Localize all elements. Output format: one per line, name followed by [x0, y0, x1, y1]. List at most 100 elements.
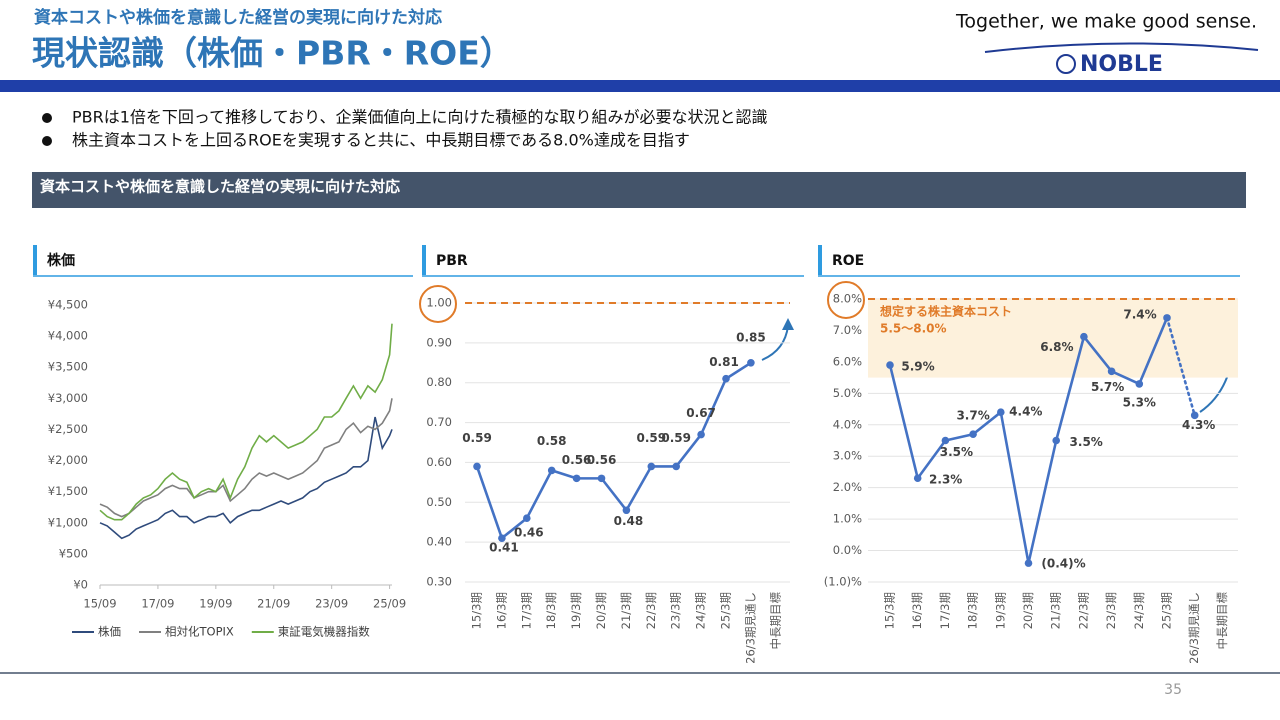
header-bar — [0, 80, 1280, 92]
y-tick-label: 0.70 — [426, 415, 452, 429]
series-segment — [888, 363, 920, 480]
y-tick-label: ¥2,500 — [48, 422, 88, 436]
point — [473, 462, 481, 471]
series-segment — [674, 433, 703, 468]
series-segment — [1027, 439, 1058, 565]
y-tick-label: 6.0% — [833, 354, 862, 368]
y-tick-label: ¥1,000 — [48, 515, 88, 529]
point — [1190, 411, 1199, 420]
series-segment — [475, 465, 504, 540]
y-tick-label: ¥4,000 — [48, 329, 88, 343]
data-label: 5.7% — [1091, 380, 1124, 394]
y-tick-label: ¥4,500 — [48, 298, 88, 312]
section-title: 資本コストや株価を意識した経営の実現に向けた対応 — [40, 178, 400, 196]
x-tick-label: 26/3期見通し — [743, 592, 757, 664]
series-segment — [944, 432, 975, 442]
data-label: 0.81 — [709, 355, 739, 369]
band — [868, 299, 1238, 378]
y-tick-label: 7.0% — [833, 323, 862, 337]
panel-title: PBR — [436, 253, 468, 269]
bullet-dot — [42, 136, 52, 146]
x-tick-label: 16/3期 — [494, 592, 508, 629]
data-label: 0.56 — [587, 453, 617, 467]
x-tick-label: 19/3期 — [993, 592, 1007, 629]
logo-tagline: Together, we make good sense. — [955, 11, 1257, 33]
series-segment — [724, 361, 753, 381]
y-tick-label: 5.0% — [833, 386, 862, 400]
point — [647, 462, 656, 471]
band-range-label: 5.5～8.0% — [880, 322, 947, 336]
x-tick-label: 20/3期 — [1021, 592, 1035, 629]
bullet: 株主資本コストを上回るROEを実現すると共に、中長期目標である8.0%達成を目指… — [72, 131, 690, 150]
y-tick-label: ¥2,000 — [48, 453, 88, 467]
x-tick-label: 25/09 — [373, 597, 406, 611]
y-tick-label: ¥0 — [73, 578, 88, 592]
series-segment — [1054, 335, 1086, 442]
point — [1107, 367, 1116, 376]
logo-name: NOBLE — [1080, 52, 1163, 77]
data-label: (0.4)% — [1041, 557, 1085, 571]
x-tick-label: 21/3期 — [1049, 592, 1063, 629]
highlight-circle — [827, 281, 865, 319]
series-line — [99, 323, 393, 521]
x-tick-label: 15/3期 — [470, 592, 484, 629]
series-segment — [971, 410, 1003, 436]
point — [1135, 380, 1144, 388]
panel-accent — [33, 245, 37, 275]
point — [722, 374, 730, 383]
y-tick-label: 2.0% — [833, 480, 862, 494]
data-label: 0.56 — [562, 453, 592, 467]
bullet: PBRは1倍を下回って推移しており、企業価値向上に向けた積極的な取り組みが必要な… — [72, 108, 768, 127]
point — [969, 430, 977, 439]
y-tick-label: (1.0)% — [824, 575, 862, 589]
x-tick-label: 24/3期 — [1132, 592, 1146, 629]
x-tick-label: 17/3期 — [938, 592, 952, 629]
data-label: 0.59 — [462, 431, 492, 445]
y-tick-label: 0.30 — [426, 575, 452, 589]
point — [913, 474, 922, 483]
data-label: 0.48 — [614, 514, 644, 528]
panel-title: ROE — [832, 253, 864, 269]
y-tick-label: 8.0% — [833, 292, 862, 306]
x-tick-label: 23/3期 — [1104, 592, 1118, 629]
data-label: 5.3% — [1123, 395, 1156, 409]
series-segment — [1165, 316, 1196, 417]
point — [941, 436, 950, 445]
point — [523, 514, 531, 523]
data-label: 5.9% — [901, 360, 934, 374]
legend-label: 相対化TOPIX — [165, 625, 234, 639]
point — [886, 361, 894, 369]
x-tick-label: 25/3期 — [1160, 592, 1174, 629]
logo-swoosh — [984, 42, 1259, 53]
point — [1080, 332, 1088, 341]
series-segment — [1138, 316, 1169, 386]
data-label: 6.8% — [1040, 340, 1073, 354]
x-tick-label: 19/09 — [199, 597, 232, 611]
series-line — [99, 398, 393, 518]
panel-title: 株価 — [47, 252, 75, 269]
data-label: 3.7% — [956, 409, 989, 423]
point — [747, 358, 755, 367]
point — [997, 408, 1005, 417]
section-bar — [32, 172, 1246, 208]
x-tick-label: 23/3期 — [669, 592, 683, 629]
y-tick-label: ¥3,500 — [48, 360, 88, 374]
y-tick-label: 0.60 — [426, 455, 452, 469]
header-subtitle: 資本コストや株価を意識した経営の実現に向けた対応 — [34, 7, 442, 28]
data-label: 0.58 — [537, 434, 567, 448]
y-tick-label: ¥500 — [59, 546, 88, 560]
legend-label: 東証電気機器指数 — [278, 625, 370, 639]
x-tick-label: 22/3期 — [1076, 592, 1090, 629]
series-segment — [525, 469, 554, 520]
point — [1052, 436, 1060, 445]
logo-icon — [1056, 54, 1076, 74]
point — [1163, 314, 1171, 322]
data-label: 0.67 — [686, 406, 716, 420]
series-segment — [550, 469, 578, 480]
data-label: 0.46 — [514, 526, 544, 540]
x-tick-label: 17/3期 — [519, 592, 533, 629]
x-tick-label: 17/09 — [141, 597, 174, 611]
legend-label: 株価 — [98, 625, 121, 639]
data-label: 2.3% — [929, 473, 962, 487]
